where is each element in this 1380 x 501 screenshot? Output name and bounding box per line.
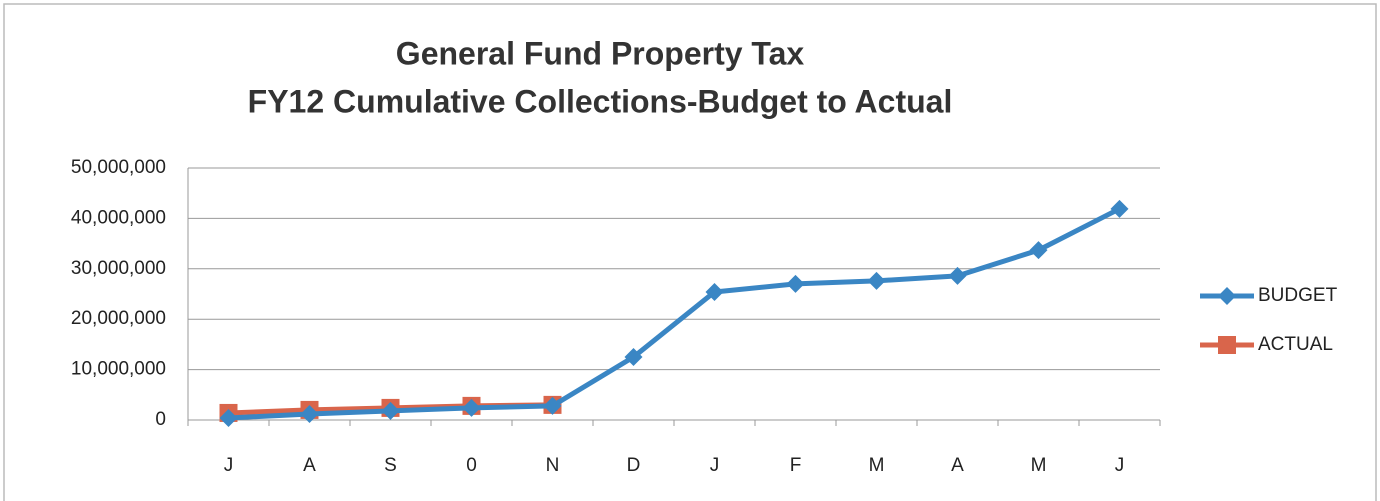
data-point <box>462 398 481 417</box>
data-point <box>867 271 886 290</box>
data-point <box>381 401 400 420</box>
legend-marker <box>1218 336 1236 354</box>
legend-label: ACTUAL <box>1258 334 1333 355</box>
x-tick-label: S <box>384 455 397 476</box>
x-tick-label: N <box>546 455 560 476</box>
x-tick-label: J <box>710 455 720 476</box>
x-tick-label: A <box>303 455 316 476</box>
x-tick-label: A <box>951 455 964 476</box>
x-tick-label: M <box>869 455 885 476</box>
data-point <box>300 404 319 423</box>
x-tick-label: 0 <box>466 455 477 476</box>
x-tick-label: M <box>1031 455 1047 476</box>
data-point <box>219 408 238 427</box>
data-point <box>543 396 562 415</box>
y-tick-label: 40,000,000 <box>71 207 166 228</box>
x-tick-label: J <box>1115 455 1125 476</box>
series-line <box>228 206 1121 421</box>
chart-subtitle: FY12 Cumulative Collections-Budget to Ac… <box>248 83 953 119</box>
y-tick-label: 30,000,000 <box>71 258 166 279</box>
x-tick-label: D <box>627 455 641 476</box>
x-tick-label: J <box>224 455 234 476</box>
chart-border <box>3 3 1377 501</box>
x-tick-label: F <box>790 455 802 476</box>
data-point <box>624 348 643 366</box>
data-point <box>1110 199 1129 218</box>
data-point <box>1029 241 1048 260</box>
y-tick-label: 10,000,000 <box>71 359 166 380</box>
legend-label: BUDGET <box>1258 285 1338 306</box>
legend-marker <box>1218 287 1236 305</box>
data-point <box>948 266 967 285</box>
data-point <box>705 282 724 301</box>
chart-title: General Fund Property Tax <box>396 35 805 71</box>
y-tick-label: 50,000,000 <box>71 157 166 178</box>
y-tick-label: 0 <box>155 409 166 430</box>
data-point <box>786 274 805 293</box>
y-tick-label: 20,000,000 <box>71 308 166 329</box>
